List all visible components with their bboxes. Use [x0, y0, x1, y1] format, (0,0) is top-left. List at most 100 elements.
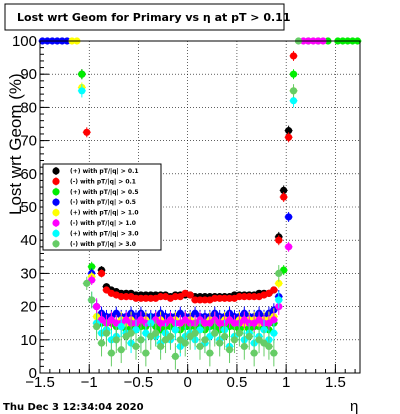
- data-point: [285, 127, 293, 135]
- data-point: [235, 329, 243, 337]
- data-point: [142, 349, 150, 357]
- data-point: [221, 332, 229, 341]
- legend: (+) with pT/|q| > 0.1 (-) with pT/|q| > 0…: [42, 163, 162, 251]
- data-point: [201, 319, 209, 327]
- data-point: [289, 52, 298, 60]
- x-tick-label: 0.5: [226, 374, 247, 391]
- data-point: [157, 319, 165, 327]
- data-point: [270, 329, 278, 337]
- legend-label: (+) with pT/|q| > 0.1: [70, 168, 139, 175]
- y-tick-label: 40: [20, 232, 37, 249]
- data-markers: [38, 37, 362, 370]
- data-point: [132, 294, 140, 302]
- x-tick-label: 1.5: [325, 374, 346, 391]
- title-box: [4, 3, 285, 31]
- data-point: [137, 294, 145, 302]
- data-point: [117, 293, 125, 301]
- data-point: [280, 186, 288, 194]
- data-point: [211, 294, 219, 302]
- data-point: [225, 346, 234, 354]
- x-tick-label: −1: [81, 374, 98, 391]
- data-point: [93, 303, 101, 311]
- data-point: [132, 342, 140, 351]
- legend-label: (+) with pT/|q| > 3.0: [70, 230, 139, 237]
- data-point: [289, 70, 298, 78]
- legend-label: (+) with pT/|q| > 0.5: [70, 189, 139, 196]
- data-point: [289, 87, 298, 95]
- data-point: [171, 293, 179, 301]
- data-point: [250, 293, 258, 301]
- data-point: [225, 294, 234, 302]
- data-point: [83, 128, 91, 136]
- data-point: [285, 243, 293, 251]
- axis-ticks: [39, 40, 356, 374]
- data-point: [230, 319, 239, 327]
- data-point: [171, 326, 179, 334]
- data-point: [93, 322, 101, 331]
- data-point: [270, 316, 278, 324]
- y-tick-label: 90: [20, 66, 37, 83]
- data-point: [270, 349, 278, 357]
- data-point: [102, 329, 111, 337]
- data-point: [117, 322, 125, 331]
- data-point: [196, 342, 204, 351]
- data-point: [166, 332, 175, 341]
- data-point: [152, 329, 160, 337]
- data-point: [221, 294, 229, 302]
- data-point: [240, 342, 248, 351]
- data-point: [97, 269, 106, 277]
- x-tick-label: 1: [282, 374, 290, 391]
- data-point: [147, 294, 155, 302]
- x-tick-label: −0.5: [124, 374, 154, 391]
- y-tick-label: 50: [20, 199, 37, 216]
- y-tick-label: 30: [20, 265, 37, 282]
- footer-date: Thu Dec 3 12:34:04 2020: [3, 402, 144, 413]
- data-point: [230, 336, 239, 344]
- legend-label: (-) with pT/|q| > 3.0: [70, 241, 136, 248]
- data-point: [289, 97, 298, 105]
- data-point: [216, 339, 224, 347]
- data-point: [186, 291, 194, 299]
- data-point: [206, 349, 214, 357]
- series-group: [82, 37, 303, 370]
- data-point: [265, 342, 273, 351]
- data-point: [88, 296, 96, 304]
- y-axis-label: Lost wrt Geom (%): [6, 73, 25, 215]
- legend-label: (-) with pT/|q| > 0.5: [70, 199, 136, 206]
- data-point: [275, 269, 283, 277]
- y-tick-label: 0: [29, 365, 37, 382]
- data-point: [201, 336, 209, 344]
- data-point: [88, 263, 96, 271]
- y-tick-label: 70: [20, 133, 37, 150]
- data-point: [216, 294, 224, 302]
- data-point: [122, 293, 130, 301]
- data-point: [97, 339, 106, 347]
- y-tick-label: 100: [12, 33, 37, 50]
- data-point: [171, 352, 179, 360]
- data-point: [245, 332, 253, 341]
- legend-box: [42, 163, 162, 251]
- data-point: [112, 336, 120, 344]
- data-point: [270, 286, 278, 294]
- data-point: [275, 236, 283, 244]
- data-point: [201, 296, 209, 304]
- data-point: [275, 279, 283, 287]
- data-point: [280, 193, 288, 201]
- data-point: [196, 296, 204, 304]
- y-tick-label: 20: [20, 299, 37, 316]
- y-tick-label: 10: [20, 332, 37, 349]
- data-point: [240, 293, 248, 301]
- data-point: [250, 349, 258, 357]
- data-point: [137, 336, 145, 344]
- data-point: [157, 293, 165, 301]
- data-point: [127, 329, 135, 337]
- series-group: [82, 50, 298, 304]
- y-tick-label: 60: [20, 166, 37, 183]
- data-point: [107, 349, 115, 357]
- data-point: [191, 329, 199, 337]
- data-point: [285, 133, 293, 141]
- data-point: [142, 294, 150, 302]
- data-point: [285, 213, 293, 221]
- data-point: [117, 346, 125, 354]
